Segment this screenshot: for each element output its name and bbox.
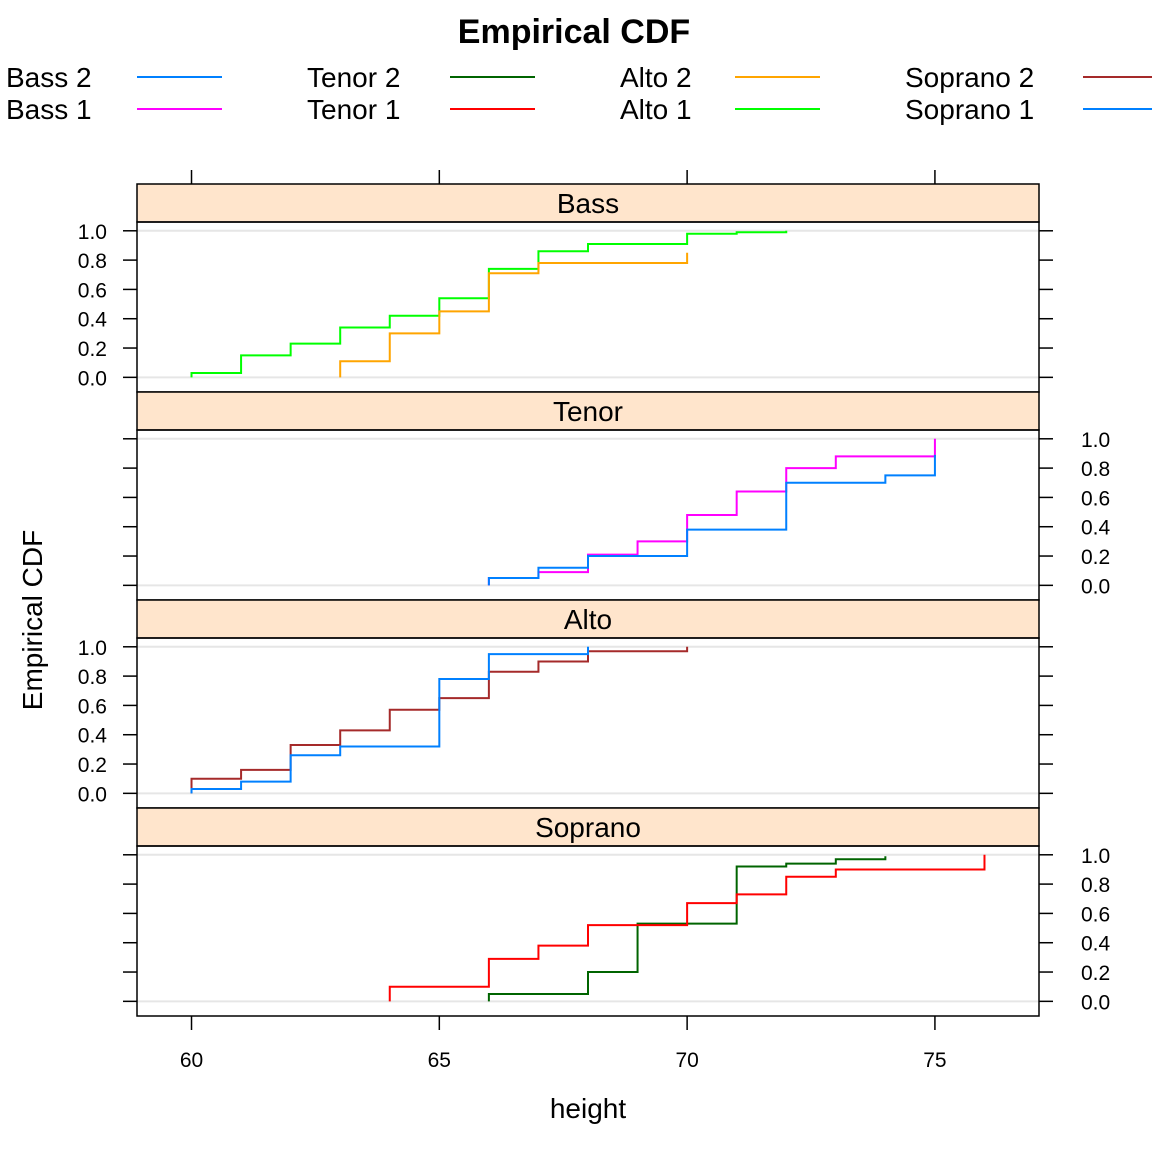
y-tick-label: 0.2	[1081, 962, 1110, 985]
legend-label: Soprano 2	[905, 62, 1034, 93]
cdf-line	[487, 438, 936, 586]
x-tick-label: 70	[675, 1049, 698, 1072]
y-tick-label: 0.2	[78, 338, 107, 361]
x-tick-label: 65	[428, 1049, 451, 1072]
strip-label: Tenor	[553, 396, 623, 427]
legend-label: Tenor 2	[307, 62, 400, 93]
cdf-line	[487, 856, 887, 1002]
y-axis-label: Empirical CDF	[17, 530, 48, 710]
cdf-line	[190, 230, 788, 378]
legend-label: Alto 2	[620, 62, 692, 93]
x-tick-label: 75	[923, 1049, 946, 1072]
legend-label: Soprano 1	[905, 94, 1034, 125]
y-tick-label: 0.8	[1081, 874, 1110, 897]
x-tick-label: 60	[180, 1049, 203, 1072]
y-tick-label: 0.8	[1081, 458, 1110, 481]
cdf-line	[388, 854, 986, 1002]
strip	[136, 183, 1040, 223]
y-tick-label: 0.0	[1081, 991, 1110, 1014]
panel-frame	[136, 845, 1040, 1017]
cdf-line	[487, 454, 936, 586]
y-tick-label: 0.6	[1081, 487, 1110, 510]
y-tick-label: 0.6	[78, 279, 107, 302]
legend-label: Alto 1	[620, 94, 692, 125]
cdf-line	[339, 252, 689, 378]
strip-label: Alto	[564, 604, 612, 635]
panel-soprano: Soprano 0.0 0.2 0.4 0.6 0.8 1.0	[123, 807, 1111, 1017]
y-tick-label: 1.0	[1081, 429, 1110, 452]
x-axis-label: height	[550, 1093, 627, 1124]
cdf-line	[190, 646, 589, 794]
y-tick-label: 0.2	[78, 754, 107, 777]
panels: Bass 0.0 0.2 0.4 0.6 0.8 1.0 Tenor 0.0 0.2 0.4 0.6 0…	[78, 183, 1111, 1017]
y-tick-label: 0.0	[78, 783, 107, 806]
strip-label: Soprano	[535, 812, 641, 843]
y-tick-label: 0.0	[78, 367, 107, 390]
y-tick-label: 0.6	[1081, 903, 1110, 926]
strip-label: Bass	[557, 188, 619, 219]
y-tick-label: 0.4	[1081, 517, 1111, 540]
strip	[136, 391, 1040, 431]
y-tick-label: 0.0	[1081, 575, 1110, 598]
y-tick-label: 1.0	[78, 221, 107, 244]
y-tick-label: 0.4	[78, 725, 108, 748]
panel-tenor: Tenor 0.0 0.2 0.4 0.6 0.8 1.0	[123, 391, 1111, 601]
y-tick-label: 0.6	[78, 695, 107, 718]
y-tick-label: 0.8	[78, 666, 107, 689]
x-axis: 60 65 70 75	[180, 170, 947, 1072]
chart-title: Empirical CDF	[458, 13, 690, 51]
y-tick-label: 1.0	[1081, 845, 1110, 868]
panel-alto: Alto 0.0 0.2 0.4 0.6 0.8 1.0	[78, 599, 1053, 809]
y-tick-label: 0.2	[1081, 546, 1110, 569]
legend-label: Bass 1	[6, 94, 92, 125]
y-tick-label: 0.4	[1081, 933, 1111, 956]
legend-label: Bass 2	[6, 62, 92, 93]
panel-bass: Bass 0.0 0.2 0.4 0.6 0.8 1.0	[78, 183, 1053, 393]
y-tick-label: 0.4	[78, 309, 108, 332]
cdf-line	[190, 646, 689, 794]
strip	[136, 599, 1040, 639]
y-tick-label: 1.0	[78, 637, 107, 660]
legend-label: Tenor 1	[307, 94, 400, 125]
y-tick-label: 0.8	[78, 250, 107, 273]
